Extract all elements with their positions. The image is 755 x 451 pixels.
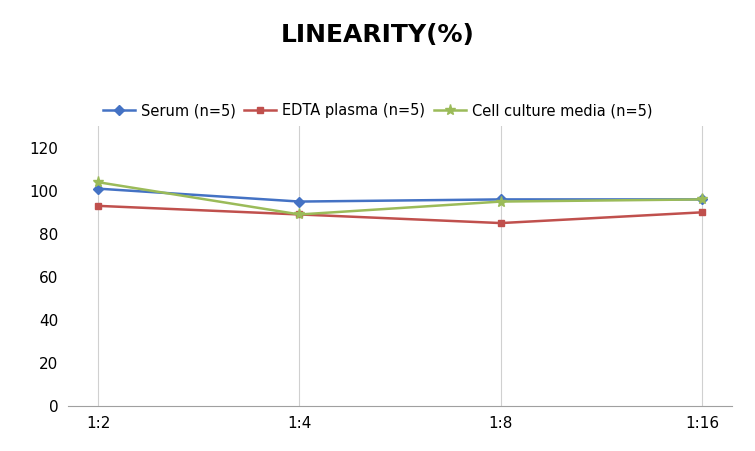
- EDTA plasma (n=5): [94, 203, 103, 208]
- Cell culture media (n=5): [496, 199, 505, 204]
- Line: Serum (n=5): Serum (n=5): [94, 185, 706, 205]
- Text: LINEARITY(%): LINEARITY(%): [281, 23, 474, 46]
- Legend: Serum (n=5), EDTA plasma (n=5), Cell culture media (n=5): Serum (n=5), EDTA plasma (n=5), Cell cul…: [97, 97, 658, 124]
- Cell culture media (n=5): [295, 212, 304, 217]
- Cell culture media (n=5): [94, 179, 103, 185]
- EDTA plasma (n=5): [496, 221, 505, 226]
- EDTA plasma (n=5): [295, 212, 304, 217]
- Line: Cell culture media (n=5): Cell culture media (n=5): [93, 177, 707, 220]
- Serum (n=5): [94, 186, 103, 191]
- Serum (n=5): [698, 197, 707, 202]
- Serum (n=5): [496, 197, 505, 202]
- Serum (n=5): [295, 199, 304, 204]
- EDTA plasma (n=5): [698, 210, 707, 215]
- Line: EDTA plasma (n=5): EDTA plasma (n=5): [94, 202, 706, 226]
- Cell culture media (n=5): [698, 197, 707, 202]
